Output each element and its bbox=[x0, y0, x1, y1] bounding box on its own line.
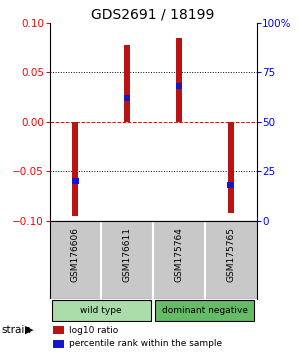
Text: GSM176606: GSM176606 bbox=[71, 227, 80, 282]
Bar bbox=[155, 299, 254, 321]
Text: wild type: wild type bbox=[80, 306, 122, 315]
Bar bbox=[176, 38, 182, 122]
Text: strain: strain bbox=[2, 325, 31, 335]
Text: percentile rank within the sample: percentile rank within the sample bbox=[69, 339, 222, 348]
Bar bbox=[72, 178, 79, 184]
Bar bbox=[124, 45, 130, 122]
Bar bbox=[72, 122, 79, 216]
Text: ▶: ▶ bbox=[25, 325, 33, 335]
Bar bbox=[227, 182, 234, 188]
Bar bbox=[52, 339, 64, 348]
Text: dominant negative: dominant negative bbox=[162, 306, 248, 315]
Bar bbox=[124, 95, 130, 101]
Text: GSM176611: GSM176611 bbox=[123, 227, 132, 282]
Text: log10 ratio: log10 ratio bbox=[69, 326, 118, 335]
Bar bbox=[52, 299, 151, 321]
Bar bbox=[52, 326, 64, 335]
Bar bbox=[176, 83, 182, 89]
Title: GDS2691 / 18199: GDS2691 / 18199 bbox=[91, 8, 215, 22]
Bar bbox=[227, 122, 234, 213]
Text: GSM175765: GSM175765 bbox=[226, 227, 235, 282]
Text: GSM175764: GSM175764 bbox=[174, 227, 183, 282]
